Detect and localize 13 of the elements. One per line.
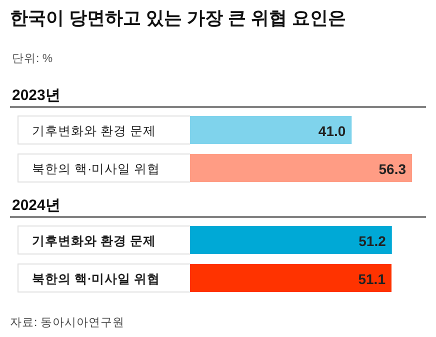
data-label: 41.0 — [318, 123, 346, 139]
text: 자료: 동아시아연구원 — [10, 317, 124, 329]
chart-title: 한국이 당면하고 있는 가장 큰 위협 요인은 — [10, 8, 346, 28]
y-tick-label: 기후변화와 환경 문제 — [32, 234, 156, 248]
text: 2023년 — [12, 87, 60, 104]
text: 2024년 — [12, 197, 60, 214]
y-tick-label: 북한의 핵·미사일 위협 — [32, 162, 160, 176]
y-tick-label: 북한의 핵·미사일 위협 — [32, 272, 160, 286]
data-label: 51.1 — [358, 271, 386, 287]
y-tick-label: 기후변화와 환경 문제 — [32, 124, 156, 138]
text: 단위: % — [12, 53, 53, 65]
data-label: 56.3 — [378, 161, 406, 177]
data-label: 51.2 — [358, 233, 386, 249]
